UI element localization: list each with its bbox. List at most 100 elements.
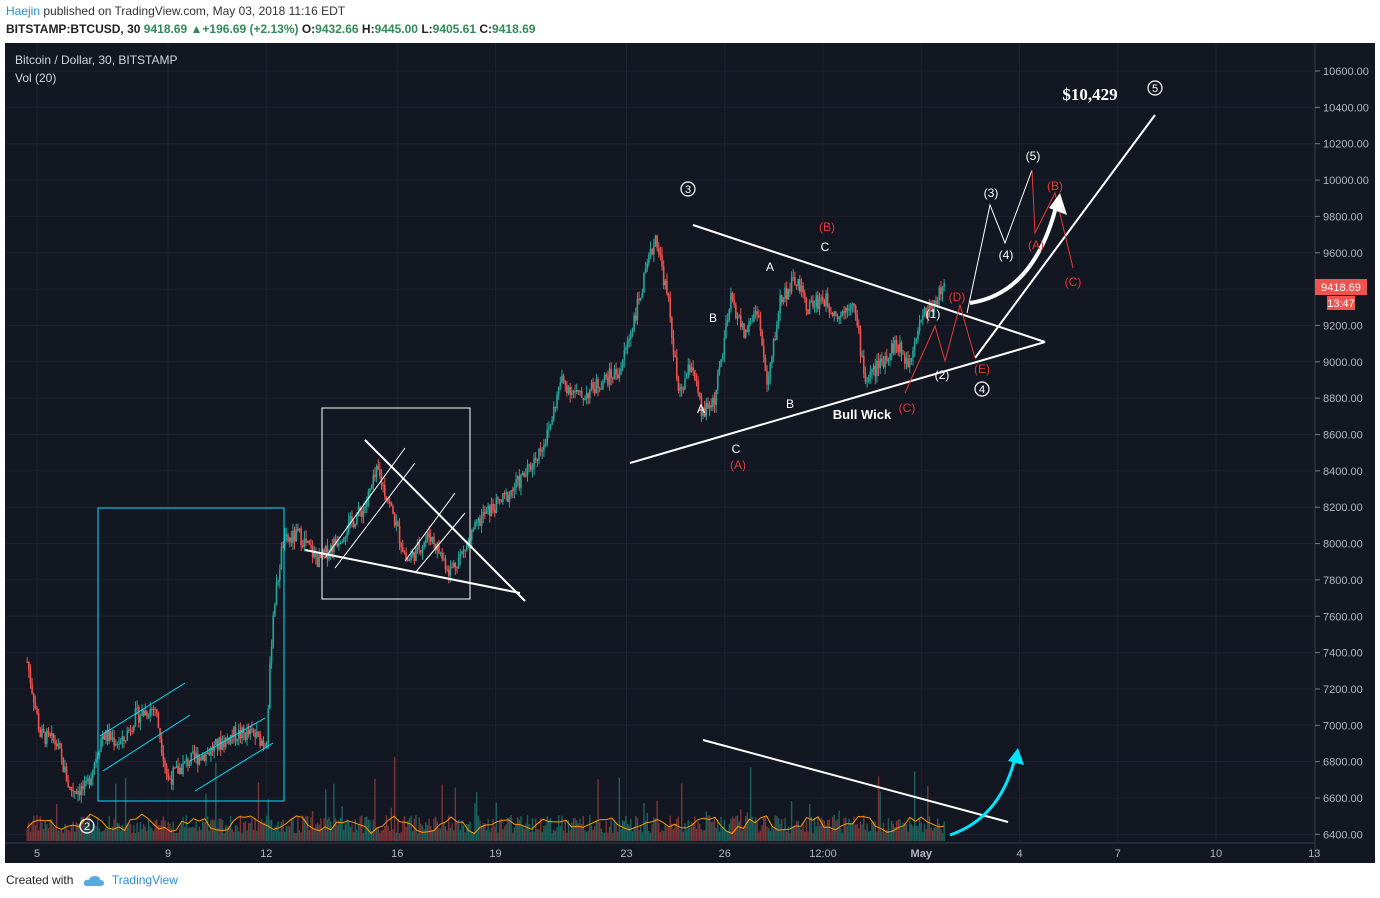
volume-bar (669, 815, 671, 841)
wave-label: (5) (1026, 149, 1041, 163)
created-with-text: Created with (6, 873, 74, 887)
candle-body (46, 730, 48, 744)
volume-bar (236, 825, 238, 841)
volume-bar (610, 820, 612, 841)
volume-bar (571, 822, 573, 841)
volume-bar (229, 815, 232, 841)
volume-bar (238, 831, 240, 841)
candle-body (201, 754, 204, 760)
volume-bar (395, 832, 397, 841)
candle-body (721, 355, 724, 360)
volume-bar (60, 828, 63, 841)
volume-bar (202, 820, 204, 841)
candle-body (55, 744, 58, 746)
volume-bar (503, 826, 506, 841)
candle-body (754, 311, 757, 315)
volume-bar (664, 823, 667, 841)
candle-body (513, 488, 516, 491)
volume-bar (106, 828, 109, 841)
candle-body (685, 377, 688, 379)
volume-bar (128, 823, 130, 841)
candle-body (684, 378, 686, 390)
volume-bar (635, 815, 637, 841)
candle-body (454, 562, 457, 568)
candle-body (246, 729, 248, 741)
volume-bar (344, 823, 347, 841)
footer: Created with TradingView (6, 873, 178, 887)
volume-bar (909, 820, 911, 841)
ohlc-line: BITSTAMP:BTCUSD, 30 9418.69 ▲+196.69 (+2… (6, 22, 535, 36)
wave-label: (E) (974, 362, 990, 376)
wave-label: A (766, 260, 774, 274)
volume-bar (33, 815, 35, 841)
candle-body (178, 767, 181, 774)
candle-body (113, 737, 115, 746)
candle-body (584, 399, 586, 401)
volume-bar (662, 831, 665, 841)
volume-bar (500, 818, 502, 841)
volume-bar (587, 830, 589, 841)
volume-bar (372, 819, 375, 841)
candle-body (557, 386, 560, 395)
candle-body (546, 429, 548, 444)
price-change: ▲+196.69 (+2.13%) (190, 22, 299, 36)
volume-bar (653, 817, 655, 841)
y-tick-label: 8000.00 (1323, 539, 1363, 551)
candle-body (815, 295, 818, 307)
candle-body (83, 780, 86, 789)
chart-svg[interactable]: $10,429 5 3 4 2 (B) C A B A C (A) B Bull Wick (C) (1) (2… (5, 43, 1375, 863)
candle-body (667, 293, 670, 298)
published-text: published on TradingView.com, May 03, 20… (40, 4, 346, 18)
last-price: 9418.69 (143, 22, 188, 36)
candle-body (894, 339, 896, 353)
volume-bar (530, 831, 532, 841)
candle-body (116, 743, 119, 745)
candle-body (777, 312, 780, 326)
candle-body (541, 450, 544, 452)
volume-bar (331, 830, 333, 841)
candle-body (493, 510, 496, 513)
candle-body (274, 605, 276, 616)
volume-bar (594, 826, 596, 841)
tradingview-link[interactable]: TradingView (111, 873, 178, 887)
candle-body (849, 305, 852, 310)
volume-bar (881, 831, 883, 841)
candle-body (828, 306, 831, 313)
candle-body (479, 518, 481, 526)
candle-body (47, 730, 50, 734)
volume-bar (520, 816, 522, 841)
candle-body (864, 373, 867, 383)
candle-body (780, 295, 783, 303)
volume-bar (848, 818, 850, 841)
volume-bar (923, 823, 926, 841)
candle-body (556, 394, 558, 408)
volume-bar (861, 824, 863, 841)
volume-bar (595, 820, 598, 841)
wave-label: (C) (1065, 275, 1082, 289)
open-value: 9432.66 (315, 22, 359, 36)
volume-bar (872, 820, 875, 841)
candle-body (505, 492, 507, 495)
volume-bar (449, 828, 452, 841)
candle-body (196, 753, 199, 765)
candle-body (316, 557, 319, 567)
candle-body (510, 490, 512, 496)
x-tick-label: 5 (34, 848, 40, 860)
candle-body (662, 266, 665, 286)
candle-body (743, 323, 745, 338)
volume-bar (380, 830, 383, 841)
candle-body (464, 549, 466, 551)
price-axis-panel[interactable] (1315, 43, 1375, 863)
candle-body (91, 769, 94, 778)
candle-body (434, 544, 437, 551)
micro-channel-line (414, 512, 466, 574)
volume-bar (185, 815, 187, 841)
candle-body (90, 777, 92, 785)
volume-bar (134, 832, 137, 841)
volume-bar (279, 831, 281, 841)
author-link[interactable]: Haejin (6, 4, 41, 18)
candle-body (533, 457, 535, 469)
volume-bar (807, 831, 809, 841)
chart-area[interactable]: $10,429 5 3 4 2 (B) C A B A C (A) B Bull Wick (C) (1) (2… (5, 43, 1375, 863)
volume-bar (856, 823, 858, 841)
